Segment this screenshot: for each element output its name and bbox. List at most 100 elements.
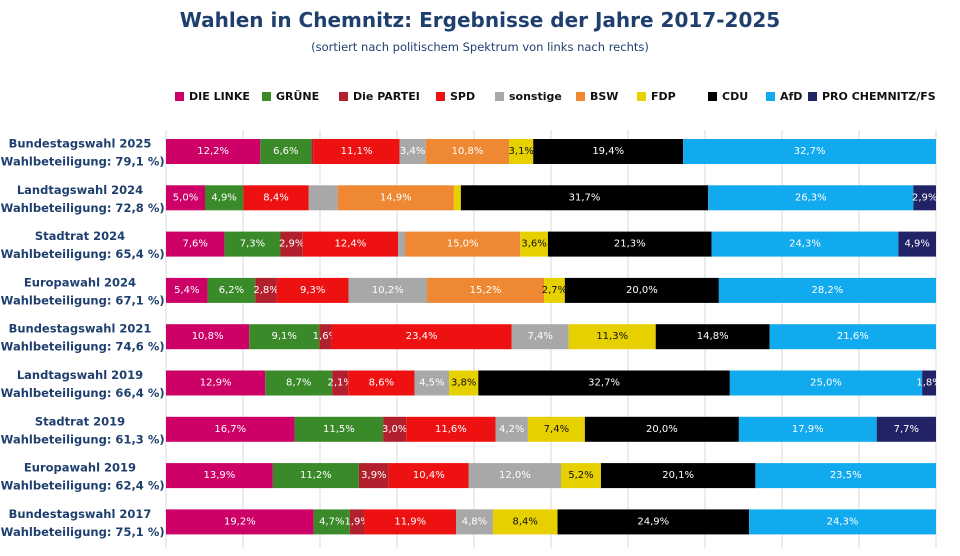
- bar-segment: [166, 139, 261, 164]
- data-label: 11,5%: [323, 424, 355, 435]
- chart-title: Wahlen in Chemnitz: Ergebnisse der Jahre…: [179, 8, 781, 32]
- bar-segment: [427, 277, 545, 303]
- bar-segment: [708, 185, 914, 211]
- bar-segment: [876, 416, 936, 442]
- bar-segment: [249, 324, 320, 350]
- category-turnout-label: (Wahlbeteiligung: 74,6 %): [0, 340, 165, 354]
- data-label: 10,4%: [413, 470, 445, 481]
- data-label: 4,9%: [211, 192, 236, 203]
- legend-swatch: [708, 91, 717, 101]
- legend-label: DIE LINKE: [189, 89, 250, 103]
- data-label: 2,7%: [542, 285, 567, 296]
- category-label: Stadtrat 2024: [35, 229, 125, 243]
- legend-swatch: [766, 91, 775, 101]
- data-label: 19,4%: [592, 146, 624, 157]
- bar-segment: [383, 416, 407, 442]
- data-label: 20,0%: [646, 424, 678, 435]
- data-label: 3,9%: [361, 470, 386, 481]
- data-label: 23,5%: [830, 470, 862, 481]
- bar-segment: [600, 463, 756, 489]
- data-label: 4,2%: [499, 424, 524, 435]
- bar-segment: [166, 509, 314, 535]
- data-label: 2,8%: [253, 285, 278, 296]
- legend-label: SPD: [450, 89, 476, 103]
- data-label: 11,3%: [596, 331, 628, 342]
- data-label: 11,1%: [341, 146, 373, 157]
- data-label: 1,8%: [916, 378, 941, 389]
- data-label: 5,0%: [173, 192, 198, 203]
- legend-item: Die PARTEI: [339, 88, 420, 104]
- category-turnout-label: (Wahlbeteiligung: 79,1 %): [0, 155, 165, 169]
- data-label: 8,6%: [369, 378, 394, 389]
- data-label: 12,2%: [197, 146, 229, 157]
- bar-segment: [495, 416, 528, 442]
- data-label: 4,5%: [419, 378, 444, 389]
- bar-segment: [749, 509, 936, 535]
- data-label: 15,2%: [470, 285, 502, 296]
- bar-segment: [272, 463, 359, 489]
- data-label: 24,3%: [789, 239, 821, 250]
- data-label: 10,8%: [452, 146, 484, 157]
- bar-segment: [557, 509, 750, 535]
- legend-label: BSW: [590, 89, 619, 103]
- bar-segment: [898, 231, 936, 257]
- bar-segment: [358, 463, 389, 489]
- bar-segment: [364, 509, 456, 535]
- bar-segment: [564, 277, 719, 303]
- legend-item: AfD: [766, 88, 802, 104]
- legend-label: CDU: [722, 89, 749, 103]
- data-label: 6,2%: [219, 285, 244, 296]
- bar-segment: [313, 139, 400, 164]
- legend-swatch: [175, 91, 184, 101]
- bar-segment: [280, 231, 303, 257]
- bar-segment: [520, 231, 548, 257]
- bar-segment: [453, 185, 461, 211]
- data-label: 14,9%: [380, 192, 412, 203]
- bar-segment: [166, 277, 208, 303]
- data-label: 15,0%: [447, 239, 479, 250]
- bar-segment: [224, 231, 281, 257]
- data-label: 3,0%: [382, 424, 407, 435]
- bar-segment: [166, 463, 273, 489]
- data-label: 9,3%: [300, 285, 325, 296]
- data-label: 7,3%: [240, 239, 265, 250]
- bar-segment: [755, 463, 936, 489]
- data-label: 11,6%: [435, 424, 467, 435]
- data-label: 2,1%: [328, 378, 353, 389]
- bar-segment: [166, 416, 295, 442]
- legend-item: PRO CHEMNITZ/FS: [808, 88, 936, 104]
- legend-label: sonstige: [509, 89, 562, 103]
- data-label: 5,2%: [568, 470, 593, 481]
- bar-segment: [308, 185, 338, 211]
- data-label: 8,4%: [513, 516, 538, 527]
- legend-item: FDP: [637, 88, 676, 104]
- bar-segment: [265, 370, 333, 396]
- bar-segment: [718, 277, 936, 303]
- bar-segment: [456, 509, 493, 535]
- data-label: 8,7%: [286, 378, 311, 389]
- data-label: 1,6%: [313, 331, 338, 342]
- category-turnout-label: (Wahlbeteiligung: 66,4 %): [0, 386, 165, 400]
- bar-segment: [568, 324, 656, 350]
- bar-segment: [404, 231, 521, 257]
- bar-segment: [544, 277, 565, 303]
- category-turnout-label: (Wahlbeteiligung: 75,1 %): [0, 525, 165, 539]
- bar-segment: [255, 277, 277, 303]
- legend-item: BSW: [576, 88, 618, 104]
- bar-segment: [331, 324, 512, 350]
- data-label: 4,8%: [462, 516, 487, 527]
- bar-segment: [332, 370, 349, 396]
- data-label: 23,4%: [406, 331, 438, 342]
- bar-segment: [406, 416, 496, 442]
- legend-label: GRÜNE: [276, 89, 320, 103]
- bar-segment: [478, 370, 730, 396]
- category-label: Landtagswahl 2024: [17, 183, 143, 197]
- bar-segment: [311, 139, 314, 164]
- legend-swatch: [576, 91, 585, 101]
- data-label: 14,8%: [697, 331, 729, 342]
- data-label: 19,2%: [224, 516, 256, 527]
- bar-segment: [913, 185, 936, 211]
- legend-swatch: [495, 91, 504, 101]
- category-turnout-label: (Wahlbeteiligung: 72,8 %): [0, 201, 165, 215]
- bar-segment: [349, 509, 365, 535]
